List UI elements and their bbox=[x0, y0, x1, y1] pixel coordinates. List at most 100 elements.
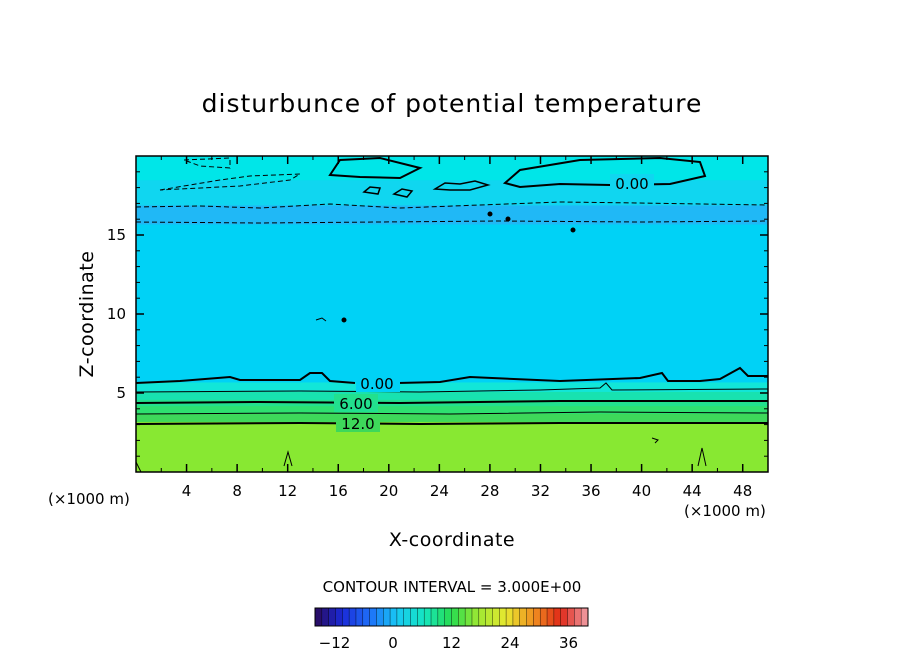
contour-line-0-top bbox=[328, 156, 423, 180]
field-band-7 bbox=[136, 204, 768, 225]
colorbar-cell bbox=[451, 608, 459, 626]
colorbar-cell bbox=[410, 608, 418, 626]
colorbar-frame bbox=[314, 607, 589, 627]
contour-line-small-2 bbox=[392, 188, 414, 198]
y-tick-label: 5 bbox=[116, 384, 126, 402]
colorbar-cell bbox=[574, 608, 582, 626]
contour-label-zero: 0.00 bbox=[360, 375, 393, 393]
colorbar-tick-label: 0 bbox=[388, 634, 398, 652]
colorbar-tick-label: 24 bbox=[500, 634, 519, 652]
colorbar-cell bbox=[512, 608, 521, 626]
x-unit-left: (×1000 m) bbox=[48, 490, 130, 508]
colorbar-cell bbox=[396, 608, 405, 626]
contour-line-dashed-4 bbox=[159, 173, 301, 191]
contour-line-dashed-3 bbox=[183, 157, 231, 169]
contour-line-0-top-right bbox=[502, 156, 707, 189]
colorbar-cell bbox=[444, 608, 452, 626]
contour-spot-1 bbox=[341, 317, 347, 323]
colorbar-cell bbox=[492, 608, 500, 626]
colorbar-cell bbox=[342, 608, 350, 626]
contour-labels: 0.00 0.00 6.00 12.0 bbox=[334, 174, 654, 433]
x-tick-label: 12 bbox=[278, 482, 297, 500]
colorbar-cell bbox=[478, 608, 487, 626]
colorbar-cell bbox=[560, 608, 569, 626]
contour-line-9 bbox=[136, 411, 768, 415]
field-band-5 bbox=[136, 381, 768, 392]
colorbar-cell bbox=[437, 608, 446, 626]
contour-line-3 bbox=[136, 382, 768, 393]
colorbar-cell bbox=[383, 608, 391, 626]
x-tick-label: 36 bbox=[581, 482, 600, 500]
colorbar-tick-label: −12 bbox=[319, 634, 351, 652]
contour-line-small-1 bbox=[362, 186, 382, 195]
x-tick-label: 44 bbox=[683, 482, 702, 500]
colorbar-cell bbox=[321, 608, 330, 626]
contour-line-small-7 bbox=[315, 317, 327, 322]
colorbar-cell bbox=[403, 608, 412, 626]
colorbar-cell bbox=[431, 608, 439, 626]
colorbar-tick-label: 36 bbox=[559, 634, 578, 652]
field-band-6 bbox=[136, 223, 768, 383]
contour-line-0-low bbox=[136, 366, 768, 384]
x-axis-label: X-coordinate bbox=[389, 529, 515, 551]
colorbar-cell bbox=[519, 608, 528, 626]
colorbar-cell bbox=[376, 608, 384, 626]
colorbar-cell bbox=[458, 608, 466, 626]
x-tick-label: 16 bbox=[329, 482, 348, 500]
contour-interval: CONTOUR INTERVAL = 3.000E+00 bbox=[323, 578, 582, 596]
contour-line-small-3 bbox=[432, 180, 491, 191]
field-band-0 bbox=[136, 421, 768, 472]
contour-spot-2 bbox=[570, 227, 576, 233]
colorbar-cell bbox=[553, 608, 562, 626]
contour-label-six: 6.00 bbox=[339, 395, 372, 413]
colorbar-cell bbox=[349, 608, 357, 626]
contour-line-small-5 bbox=[697, 447, 707, 467]
colorbar-cell bbox=[526, 608, 534, 626]
colorbar-cell bbox=[390, 608, 398, 626]
field-band-1 bbox=[136, 413, 768, 422]
contour-line-dashed-2 bbox=[136, 220, 768, 224]
heatmap-field bbox=[136, 156, 768, 472]
contour-line-small-8 bbox=[651, 437, 659, 444]
colorbar-cell bbox=[369, 608, 377, 626]
colorbar-cell bbox=[417, 608, 425, 626]
x-tick-label: 48 bbox=[733, 482, 752, 500]
field-band-4 bbox=[136, 391, 768, 400]
x-tick-label: 20 bbox=[379, 482, 398, 500]
x-tick-label: 24 bbox=[430, 482, 449, 500]
contour-label-twelve: 12.0 bbox=[341, 415, 374, 433]
colorbar-cell bbox=[540, 608, 548, 626]
colorbar-tick-label: 12 bbox=[442, 634, 461, 652]
contour-line-small-6 bbox=[136, 461, 142, 472]
x-tick-label: 32 bbox=[531, 482, 550, 500]
x-tick-label: 40 bbox=[632, 482, 651, 500]
colorbar bbox=[314, 607, 589, 627]
colorbar-cell bbox=[581, 608, 589, 626]
colorbar-cell bbox=[485, 608, 493, 626]
contour-line-dashed-1 bbox=[136, 201, 768, 209]
colorbar-cell bbox=[424, 608, 432, 626]
contour-line-6 bbox=[136, 400, 768, 405]
colorbar-ticks: −12 0 12 24 36 bbox=[319, 634, 578, 652]
colorbar-cell bbox=[547, 608, 555, 626]
colorbar-cell bbox=[355, 608, 364, 626]
x-axis: 4 8 12 16 20 24 28 32 36 40 44 48 bbox=[160, 156, 752, 500]
colorbar-cell bbox=[362, 608, 371, 626]
contour-spot-4 bbox=[505, 216, 511, 222]
y-tick-label: 10 bbox=[107, 305, 126, 323]
colorbar-cell bbox=[567, 608, 575, 626]
contour-lines bbox=[136, 156, 768, 472]
y-tick-label: 15 bbox=[107, 226, 126, 244]
x-tick-label: 8 bbox=[232, 482, 242, 500]
colorbar-cell bbox=[335, 608, 343, 626]
contour-spot-3 bbox=[487, 211, 493, 217]
x-tick-label: 28 bbox=[480, 482, 499, 500]
chart-title: disturbunce of potential temperature bbox=[202, 89, 703, 118]
contour-line-12 bbox=[136, 421, 768, 426]
colorbar-cell bbox=[499, 608, 507, 626]
x-unit-right: (×1000 m) bbox=[684, 502, 766, 520]
colorbar-cell bbox=[315, 608, 323, 626]
colorbar-cell bbox=[533, 608, 541, 626]
contour-line-small-4 bbox=[283, 450, 293, 467]
field-band-9 bbox=[136, 156, 768, 181]
